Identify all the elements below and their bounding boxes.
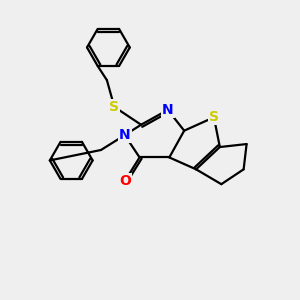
Text: S: S [209,110,219,124]
Text: S: S [109,100,119,114]
Text: N: N [162,103,174,117]
Text: N: N [119,128,130,142]
Text: O: O [119,174,131,188]
